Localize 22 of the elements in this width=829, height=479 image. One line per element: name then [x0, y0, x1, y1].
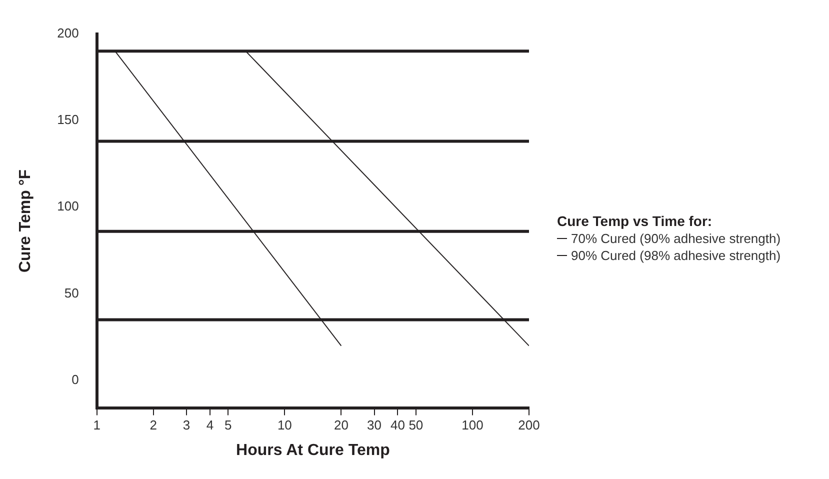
legend-label: 90% Cured (98% adhesive strength)	[571, 246, 781, 264]
legend-title: Cure Temp vs Time for:	[557, 212, 714, 230]
x-tick-label: 4	[206, 418, 214, 433]
legend-label: 70% Cured (90% adhesive strength)	[571, 230, 781, 246]
x-tick-label: 3	[182, 418, 190, 433]
y-tick-label: 100	[57, 198, 79, 214]
x-tick-label: 20	[334, 418, 348, 433]
x-tick-label: 5	[224, 418, 232, 433]
y-tick-label: 150	[57, 112, 79, 128]
y-tick-label: 200	[57, 25, 79, 40]
y-tick-label: 50	[64, 285, 79, 300]
x-tick-label: 30	[367, 418, 382, 433]
y-axis-title: Cure Temp °F	[17, 169, 34, 272]
x-tick-label: 1	[93, 418, 101, 433]
x-tick-label: 2	[150, 418, 158, 433]
x-tick-label: 200	[518, 418, 540, 433]
x-axis-title: Hours At Cure Temp	[236, 442, 390, 459]
x-tick-label: 50	[408, 418, 424, 433]
x-tick-label: 10	[277, 418, 292, 433]
y-tick-label: 0	[72, 372, 79, 388]
x-tick-label: 100	[462, 418, 484, 433]
x-tick-label: 40	[390, 418, 405, 433]
